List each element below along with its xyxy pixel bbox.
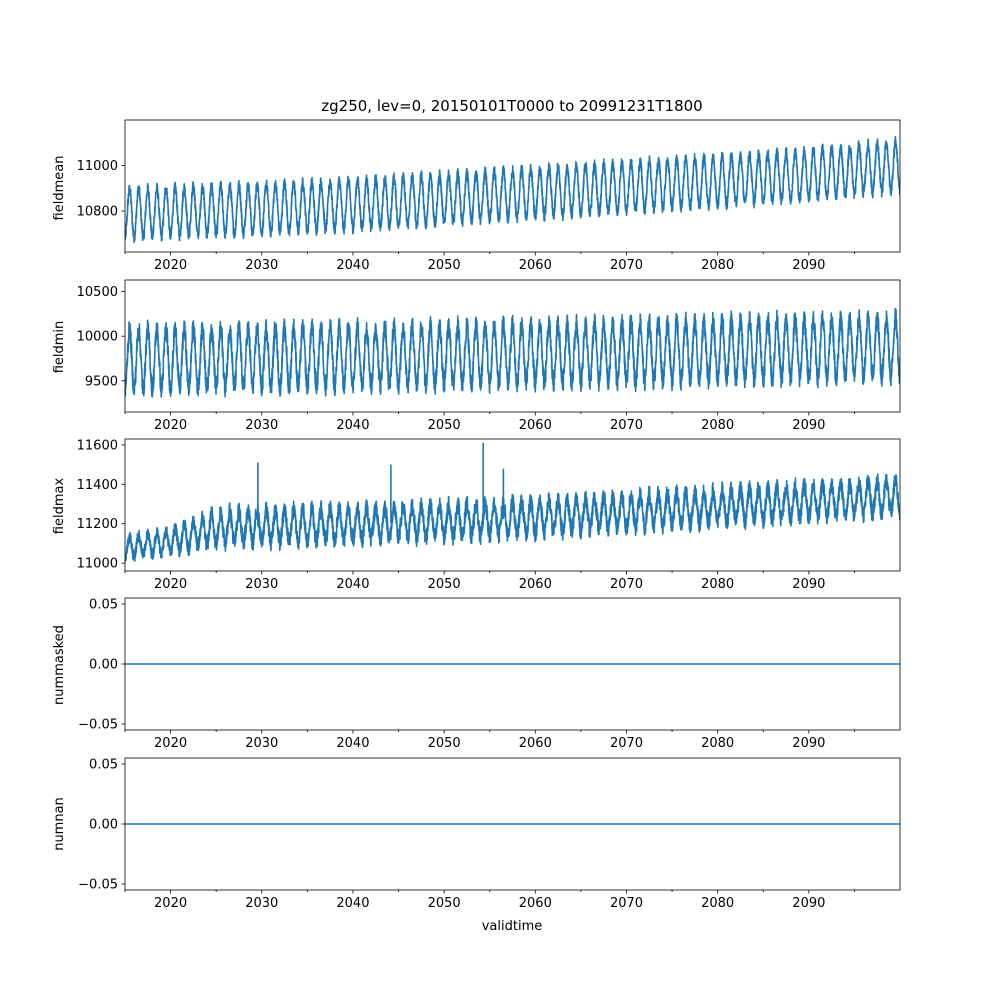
series-line-fieldmax — [125, 442, 900, 562]
y-axis-label-fieldmax: fieldmax — [52, 478, 67, 535]
x-tick-label-nummasked-1: 2030 — [245, 736, 278, 751]
y-tick-label-numnan-0: −0.05 — [78, 878, 118, 893]
x-tick-label-nummasked-4: 2060 — [519, 736, 552, 751]
x-tick-label-nummasked-7: 2090 — [792, 736, 825, 751]
y-tick-label-fieldmin-1: 10000 — [77, 330, 118, 345]
x-tick-label-numnan-0: 2020 — [154, 896, 187, 911]
y-tick-label-fieldmax-1: 11200 — [77, 517, 118, 532]
x-tick-label-nummasked-3: 2050 — [428, 736, 461, 751]
x-tick-label-nummasked-5: 2070 — [610, 736, 643, 751]
x-tick-label-nummasked-0: 2020 — [154, 736, 187, 751]
y-tick-label-fieldmax-0: 11000 — [77, 557, 118, 572]
y-axis-label-nummasked: nummasked — [52, 625, 67, 705]
x-tick-label-fieldmin-3: 2050 — [428, 418, 461, 433]
x-tick-label-fieldmax-7: 2090 — [792, 577, 825, 592]
x-tick-label-numnan-6: 2080 — [701, 896, 734, 911]
x-tick-label-numnan-4: 2060 — [519, 896, 552, 911]
y-tick-label-nummasked-0: −0.05 — [78, 718, 118, 733]
x-tick-label-fieldmin-1: 2030 — [245, 418, 278, 433]
x-tick-label-fieldmax-0: 2020 — [154, 577, 187, 592]
figure-title: zg250, lev=0, 20150101T0000 to 20991231T… — [321, 97, 702, 115]
x-tick-label-nummasked-2: 2040 — [336, 736, 369, 751]
y-tick-label-fieldmean-1: 11000 — [77, 159, 118, 174]
panel-nummasked: nummasked 2020 2030 2040 2050 2060 2070 2080 20… — [52, 598, 901, 751]
x-tick-label-nummasked-6: 2080 — [701, 736, 734, 751]
panel-fieldmax: fieldmax 2020 2030 2040 2050 2060 2070 2080 209… — [52, 438, 901, 592]
x-tick-label-numnan-3: 2050 — [428, 896, 461, 911]
panel-fieldmean: fieldmean 2020 2030 2040 2050 2060 2070 2080 20… — [52, 119, 901, 273]
x-tick-label-numnan-5: 2070 — [610, 896, 643, 911]
x-tick-label-fieldmean-6: 2080 — [701, 258, 734, 273]
y-tick-label-fieldmin-2: 10500 — [77, 285, 118, 300]
y-tick-label-fieldmax-3: 11600 — [77, 438, 118, 453]
x-tick-label-fieldmean-1: 2030 — [245, 258, 278, 273]
y-tick-label-fieldmean-0: 10800 — [77, 205, 118, 220]
y-axis-label-fieldmean: fieldmean — [52, 156, 67, 221]
x-tick-label-fieldmax-1: 2030 — [245, 577, 278, 592]
x-tick-label-fieldmin-2: 2040 — [336, 418, 369, 433]
series-line-fieldmean — [125, 135, 900, 244]
y-tick-label-nummasked-1: 0.00 — [89, 658, 118, 673]
panel-fieldmin: fieldmin 2020 2030 2040 2050 2060 2070 2080 209… — [52, 279, 901, 433]
x-tick-label-fieldmin-6: 2080 — [701, 418, 734, 433]
series-line-fieldmin — [125, 307, 900, 398]
panel-numnan: numnan 2020 2030 2040 2050 2060 2070 2080 2090 −… — [52, 758, 901, 911]
x-tick-label-fieldmin-7: 2090 — [792, 418, 825, 433]
x-tick-label-fieldmean-7: 2090 — [792, 258, 825, 273]
x-tick-label-fieldmean-4: 2060 — [519, 258, 552, 273]
axes-frame-fieldmean — [124, 119, 901, 253]
y-tick-label-fieldmax-2: 11400 — [77, 478, 118, 493]
x-tick-label-numnan-2: 2040 — [336, 896, 369, 911]
x-tick-label-fieldmin-0: 2020 — [154, 418, 187, 433]
x-tick-label-fieldmax-6: 2080 — [701, 577, 734, 592]
x-tick-label-fieldmean-5: 2070 — [610, 258, 643, 273]
y-axis-label-numnan: numnan — [52, 797, 67, 851]
x-tick-label-fieldmin-4: 2060 — [519, 418, 552, 433]
x-tick-label-fieldmax-4: 2060 — [519, 577, 552, 592]
axes-frame-fieldmin — [124, 279, 901, 413]
y-tick-label-numnan-1: 0.00 — [89, 818, 118, 833]
x-tick-label-fieldmean-0: 2020 — [154, 258, 187, 273]
x-tick-label-fieldmax-2: 2040 — [336, 577, 369, 592]
x-tick-label-numnan-7: 2090 — [792, 896, 825, 911]
x-tick-label-fieldmean-2: 2040 — [336, 258, 369, 273]
x-tick-label-fieldmax-5: 2070 — [610, 577, 643, 592]
y-tick-label-fieldmin-0: 9500 — [85, 374, 118, 389]
x-tick-label-fieldmean-3: 2050 — [428, 258, 461, 273]
y-tick-label-numnan-2: 0.05 — [89, 758, 118, 773]
x-tick-label-numnan-1: 2030 — [245, 896, 278, 911]
y-axis-label-fieldmin: fieldmin — [52, 321, 67, 374]
axes-frame-fieldmax — [124, 438, 901, 572]
x-axis-label: validtime — [482, 919, 543, 934]
x-tick-label-fieldmax-3: 2050 — [428, 577, 461, 592]
y-tick-label-nummasked-2: 0.05 — [89, 598, 118, 613]
x-tick-label-fieldmin-5: 2070 — [610, 418, 643, 433]
